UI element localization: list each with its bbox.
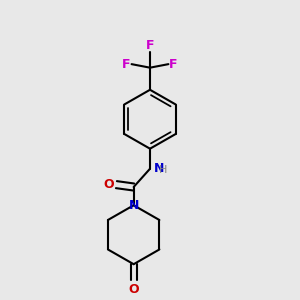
Text: H: H bbox=[159, 166, 167, 176]
Text: F: F bbox=[169, 58, 178, 70]
Text: O: O bbox=[128, 283, 139, 296]
Text: N: N bbox=[128, 199, 139, 212]
Text: O: O bbox=[103, 178, 114, 191]
Text: F: F bbox=[146, 39, 154, 52]
Text: N: N bbox=[154, 162, 164, 175]
Text: F: F bbox=[122, 58, 131, 70]
